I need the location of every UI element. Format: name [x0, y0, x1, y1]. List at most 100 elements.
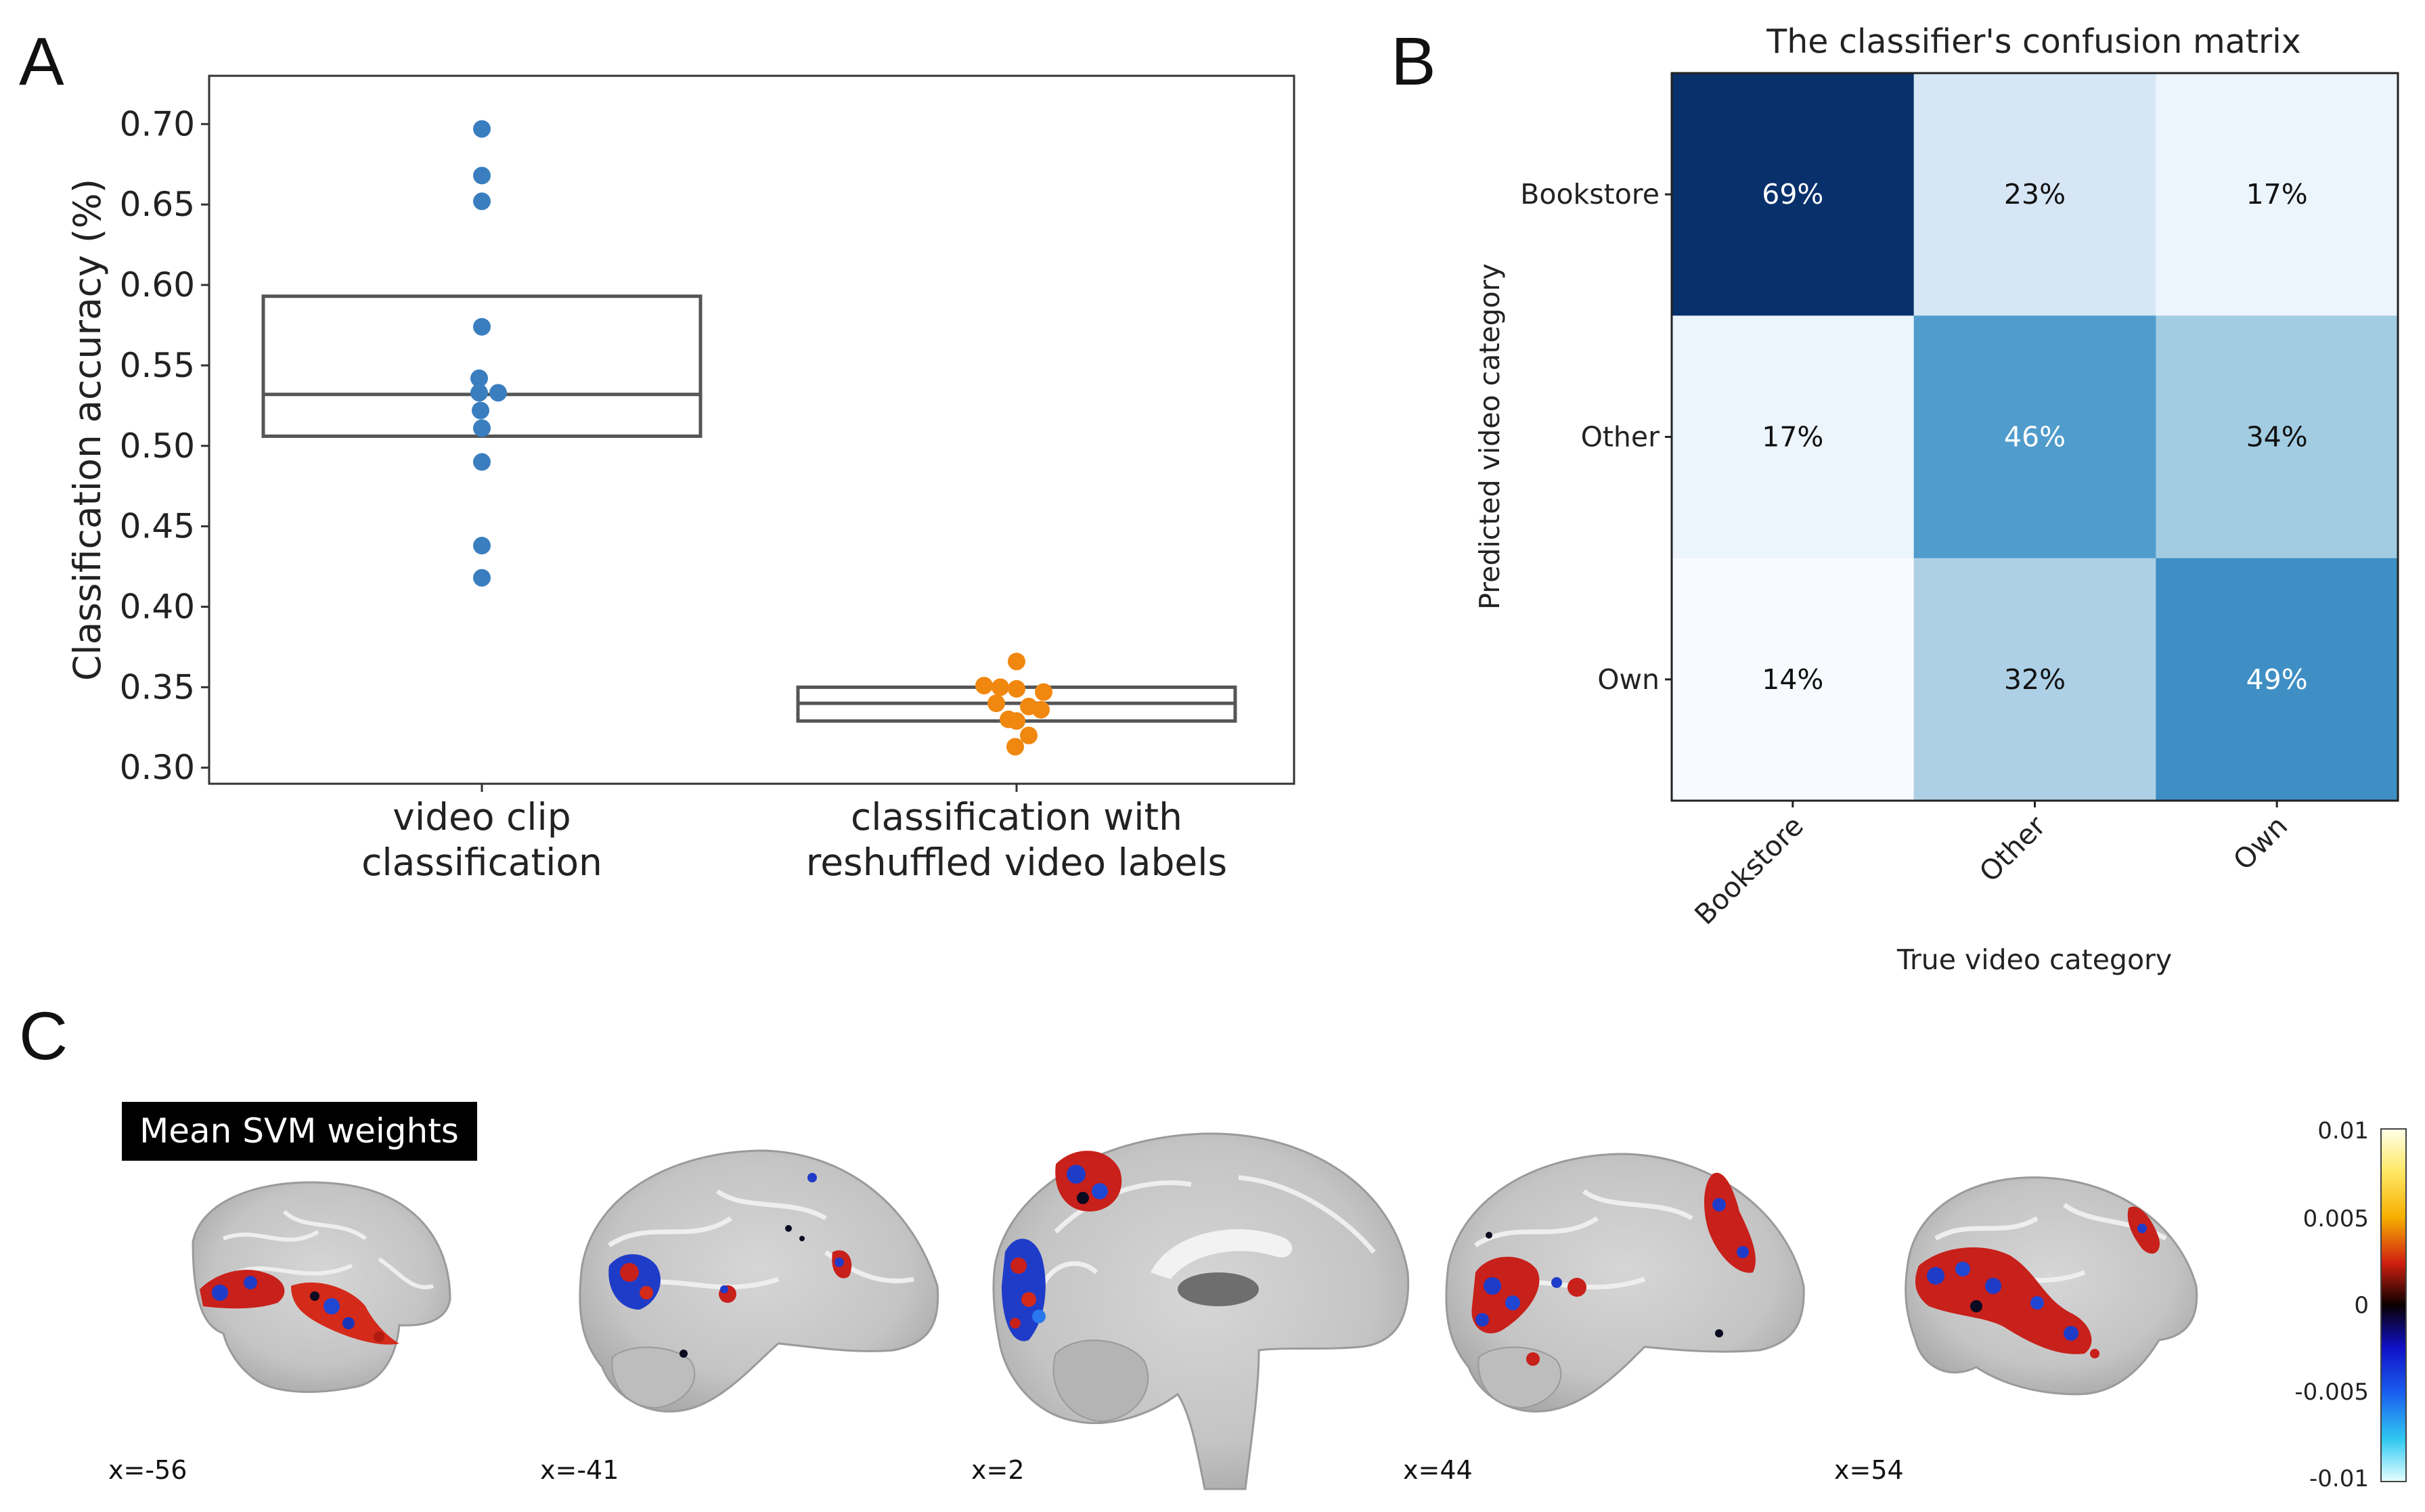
confusion-cell-label: 46%	[2004, 421, 2066, 453]
confusion-cell	[1913, 558, 2156, 801]
slice-label-2: x=-41	[540, 1455, 619, 1485]
colorbar-tick-zero: 0	[2354, 1292, 2369, 1319]
confusion-x-tick-label: Other	[1973, 809, 2051, 888]
panel-a-point	[1020, 726, 1038, 744]
panel-c-brain-maps: Mean SVM weights	[108, 1102, 2407, 1492]
confusion-cell-label: 17%	[2246, 178, 2308, 210]
panel-a-point	[473, 317, 491, 336]
confusion-cell-label: 32%	[2004, 663, 2066, 696]
panel-a-point	[1006, 738, 1024, 756]
confusion-cell	[1913, 73, 2156, 316]
brain-slice-4	[1445, 1153, 1805, 1413]
panel-a-point	[470, 384, 488, 402]
panel-a-point	[470, 369, 488, 387]
panel-a-boxes	[261, 294, 1237, 792]
panel-a-plot: 0.30 0.35 0.40 0.45 0.50 0.55 0.60 0.65 0.70 Cla…	[66, 74, 1295, 884]
confusion-cell	[1913, 315, 2156, 559]
panel-letter-b: B	[1391, 24, 1436, 99]
panel-a-category-1-line2: classification	[361, 841, 602, 884]
panel-a-point	[489, 384, 507, 402]
panel-a-point	[473, 537, 491, 555]
panel-a-y-tick-label: 0.65	[120, 185, 195, 224]
panel-letter-c: C	[19, 998, 68, 1074]
confusion-y-tick-label: Other	[1581, 421, 1660, 453]
brain-slice-4-cerebellum	[1477, 1346, 1562, 1409]
panel-a-point	[473, 120, 491, 138]
panel-a-y-axis: 0.30 0.35 0.40 0.45 0.50 0.55 0.60 0.65 0.70	[120, 104, 209, 787]
slice-label-5: x=54	[1834, 1455, 1904, 1485]
brain-slice-5	[1905, 1176, 2198, 1396]
confusion-x-tick-label: Bookstore	[1688, 809, 1809, 931]
colorbar-tick-high: 0.005	[2303, 1205, 2369, 1232]
brain-slice-3-activation	[1002, 1151, 1122, 1341]
confusion-matrix-x-ticks: Bookstore Other Own	[1688, 801, 2294, 931]
panel-a-y-tick-label: 0.50	[120, 426, 195, 466]
panel-a-y-tick-label: 0.70	[120, 104, 195, 143]
colorbar-tick-min: -0.01	[2309, 1465, 2369, 1492]
brain-slice-2	[579, 1149, 939, 1413]
confusion-y-tick-label: Bookstore	[1520, 178, 1660, 210]
panel-a-y-tick-label: 0.30	[120, 748, 195, 787]
confusion-matrix-cells: 69% 23% 17% 17% 46% 34% 14% 32% 49%	[1672, 73, 2399, 801]
brain-slice-4-activation	[1471, 1172, 1756, 1366]
brain-slice-3-sulci	[1040, 1175, 1376, 1287]
panel-a-y-tick-label: 0.55	[120, 346, 195, 385]
panel-a-y-tick-label: 0.60	[120, 265, 195, 305]
confusion-cell-label: 17%	[1762, 421, 1823, 453]
brain-slice-2-cerebellum	[611, 1346, 696, 1409]
brain-slice-1-sulci	[222, 1209, 434, 1289]
confusion-cell-label: 34%	[2246, 421, 2308, 453]
panel-a-y-tick-label: 0.40	[120, 587, 195, 627]
confusion-matrix-y-ticks: Bookstore Other Own	[1520, 178, 1672, 696]
panel-a-point	[473, 419, 491, 437]
panel-a-point	[987, 694, 1005, 713]
panel-b-y-label: Predicted video category	[1473, 263, 1506, 610]
panel-a-point	[472, 401, 489, 420]
brain-slice-2-activation	[608, 1173, 852, 1358]
panel-a-point	[1008, 712, 1025, 730]
panel-b-title: The classifier's confusion matrix	[1766, 22, 2300, 61]
colorbar	[2380, 1128, 2407, 1482]
panel-a-category-2-line1: classification with	[851, 795, 1182, 839]
slice-label-4: x=44	[1403, 1455, 1473, 1485]
svm-title-text: Mean SVM weights	[139, 1111, 459, 1151]
brain-slice-3	[992, 1132, 1410, 1490]
confusion-cell-label: 14%	[1762, 663, 1823, 696]
panel-a-category-2-line2: reshuffled video labels	[806, 841, 1227, 884]
colorbar-tick-max: 0.01	[2317, 1117, 2369, 1144]
brain-slice-5-activation	[1915, 1206, 2160, 1358]
colorbar-tick-low: -0.005	[2294, 1379, 2369, 1406]
panel-a-point	[473, 453, 491, 471]
brain-slice-3-corpus-callosum	[1151, 1229, 1293, 1279]
confusion-cell	[1672, 315, 1915, 559]
panel-a-point	[473, 166, 491, 185]
panel-a-point	[1035, 683, 1052, 701]
confusion-cell-label: 23%	[2004, 178, 2066, 210]
panel-a-point	[1008, 652, 1025, 671]
brain-slice-5-shape	[1905, 1176, 2198, 1396]
panel-a-point	[1032, 701, 1050, 719]
slice-label-1: x=-56	[108, 1455, 187, 1485]
brain-slice-2-sulci	[608, 1189, 914, 1290]
panel-a-point	[473, 192, 491, 210]
confusion-cell	[2156, 558, 2399, 801]
panel-letter-a: A	[19, 24, 64, 99]
confusion-cell	[1672, 73, 1915, 316]
confusion-cell	[1672, 558, 1915, 801]
confusion-cell	[2156, 73, 2399, 316]
svm-title-badge	[122, 1102, 477, 1161]
panel-a-category-1-line1: video clip	[393, 795, 571, 839]
panel-a-frame	[208, 74, 1295, 785]
confusion-cell-label: 49%	[2246, 663, 2308, 696]
panel-b-x-label: True video category	[1896, 943, 2172, 976]
confusion-x-tick-label: Own	[2227, 809, 2294, 876]
panel-a-y-label: Classification accuracy (%)	[66, 179, 109, 681]
panel-a-point	[473, 569, 491, 587]
brain-slice-2-shape	[579, 1149, 939, 1413]
colorbar-ticks: 0.01 0.005 0 -0.005 -0.01	[2294, 1117, 2369, 1492]
brain-slice-1-activation	[200, 1270, 399, 1345]
brain-slice-3-ventricle	[1178, 1272, 1259, 1306]
brain-slice-1	[192, 1181, 451, 1394]
panel-a-point	[1008, 680, 1025, 698]
